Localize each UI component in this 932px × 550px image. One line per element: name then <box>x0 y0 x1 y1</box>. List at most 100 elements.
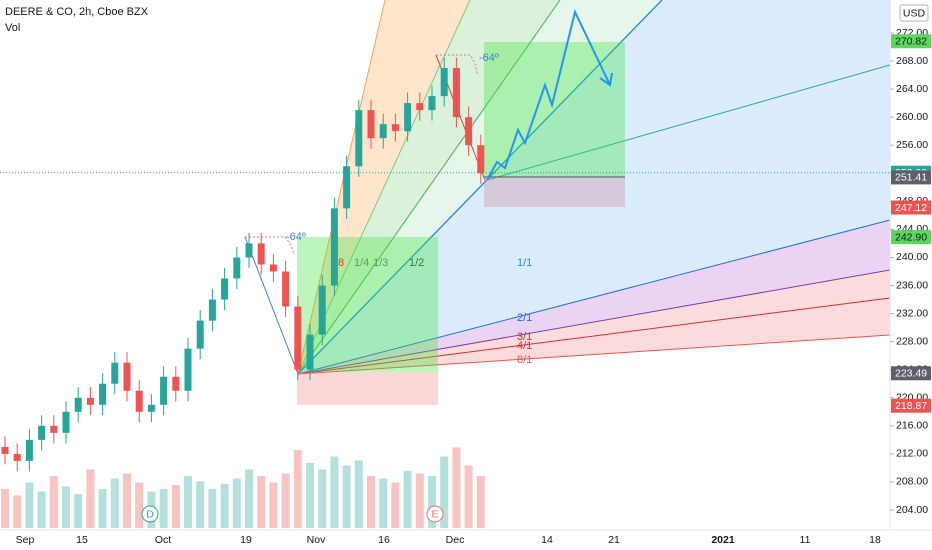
candle-body <box>294 306 302 370</box>
fan-line <box>297 219 891 375</box>
candle-body <box>208 299 216 321</box>
price-tag-label: 223.49 <box>895 368 927 380</box>
candle-body <box>465 117 473 146</box>
y-tick-label: 264.00 <box>896 83 928 95</box>
indicator-label: Vol <box>5 22 20 34</box>
candle-body <box>355 110 363 167</box>
volume-bar <box>306 463 314 528</box>
y-tick-label: 236.00 <box>896 279 928 291</box>
fan-line <box>297 269 891 375</box>
candle-body <box>269 264 277 272</box>
x-tick-label: Oct <box>155 534 171 546</box>
candle-body <box>86 397 94 405</box>
price-tag <box>891 200 931 215</box>
volume-bar <box>123 473 131 528</box>
fan-label: 4/1 <box>517 340 532 352</box>
y-tick-label: 228.00 <box>896 335 928 347</box>
fan-zone <box>298 65 890 374</box>
volume-bar <box>74 494 83 528</box>
fan-label: 1/2 <box>409 257 424 269</box>
volume-bar <box>245 469 253 528</box>
candle-body <box>1 446 9 454</box>
trend-line <box>244 236 299 375</box>
fan-label: 1/3 <box>373 257 388 269</box>
fan-line <box>486 64 891 181</box>
y-tick-label: 216.00 <box>896 420 928 432</box>
candle-body <box>172 376 180 391</box>
volume-bar <box>196 481 205 528</box>
candle-body <box>477 145 485 174</box>
fan-line <box>297 0 386 375</box>
volume-bar <box>367 476 375 528</box>
candle-body <box>404 103 412 132</box>
price-tag <box>891 170 931 185</box>
candle-body <box>13 453 21 461</box>
candle-body <box>416 103 424 111</box>
volume-bar <box>330 456 339 528</box>
y-tick-label: 240.00 <box>896 251 928 263</box>
volume-bar <box>184 476 192 528</box>
x-tick-label: 21 <box>608 534 620 546</box>
candle-body <box>62 411 70 433</box>
candle-body <box>25 439 33 461</box>
event-marker[interactable] <box>426 505 444 523</box>
price-tag-label: 270.82 <box>895 36 927 48</box>
candle-body <box>452 68 460 118</box>
fan-line <box>297 0 561 375</box>
currency-badge[interactable] <box>899 4 929 22</box>
fan-line <box>297 334 891 375</box>
candle-body <box>233 257 241 279</box>
x-tick-label: 15 <box>76 534 88 546</box>
candle-body <box>135 390 143 412</box>
candle-body <box>306 334 314 370</box>
candle-body <box>50 425 58 433</box>
long-position-profit <box>484 42 625 177</box>
candle-body <box>38 425 46 440</box>
volume-bar <box>354 460 363 528</box>
volume-bar <box>220 483 229 528</box>
candle-body <box>99 383 107 405</box>
x-tick-label: 2021 <box>711 534 735 546</box>
volume-bar <box>86 469 95 528</box>
x-tick-label: 16 <box>378 534 390 546</box>
x-tick-label: 19 <box>240 534 252 546</box>
fan-zone <box>487 0 890 180</box>
volume-bar <box>464 465 473 528</box>
candle-body <box>391 124 399 132</box>
volume-bar <box>476 476 485 528</box>
volume-bar <box>62 486 70 528</box>
long-position-loss <box>297 372 438 405</box>
drawings <box>244 0 891 405</box>
event-marker[interactable] <box>141 505 159 523</box>
volume-bar <box>269 482 278 528</box>
event-label: E <box>431 508 438 520</box>
volume-bar <box>391 482 400 528</box>
fan-line <box>297 0 663 375</box>
price-tag-label: 242.90 <box>895 231 927 243</box>
angle-label: -64º <box>286 231 306 243</box>
volume-bar <box>257 476 266 528</box>
volume-bar <box>49 476 58 528</box>
volume-bar <box>281 473 290 528</box>
x-tick-label: 18 <box>869 534 881 546</box>
y-tick-label: 256.00 <box>896 139 928 151</box>
volume-bar <box>37 491 46 528</box>
x-tick-label: 14 <box>541 534 553 546</box>
volume-bar <box>159 489 168 528</box>
y-tick-label: 260.00 <box>896 111 928 123</box>
x-tick-label: Dec <box>446 534 465 546</box>
volume-bar <box>415 473 424 528</box>
angle-arc <box>245 236 295 256</box>
candle-body <box>379 124 387 139</box>
price-tag-label: 247.12 <box>895 202 927 214</box>
volume-bar <box>171 485 180 528</box>
fan-label: 1/4 <box>354 257 369 269</box>
fan-label: 2/1 <box>517 312 532 324</box>
fan-line <box>297 297 891 375</box>
x-tick-label: Sep <box>16 534 35 546</box>
volume-bar <box>25 482 34 528</box>
y-tick-label: 212.00 <box>896 448 928 460</box>
currency-label: USD <box>903 7 926 19</box>
candle-body <box>111 362 119 384</box>
candle-body <box>245 243 253 258</box>
